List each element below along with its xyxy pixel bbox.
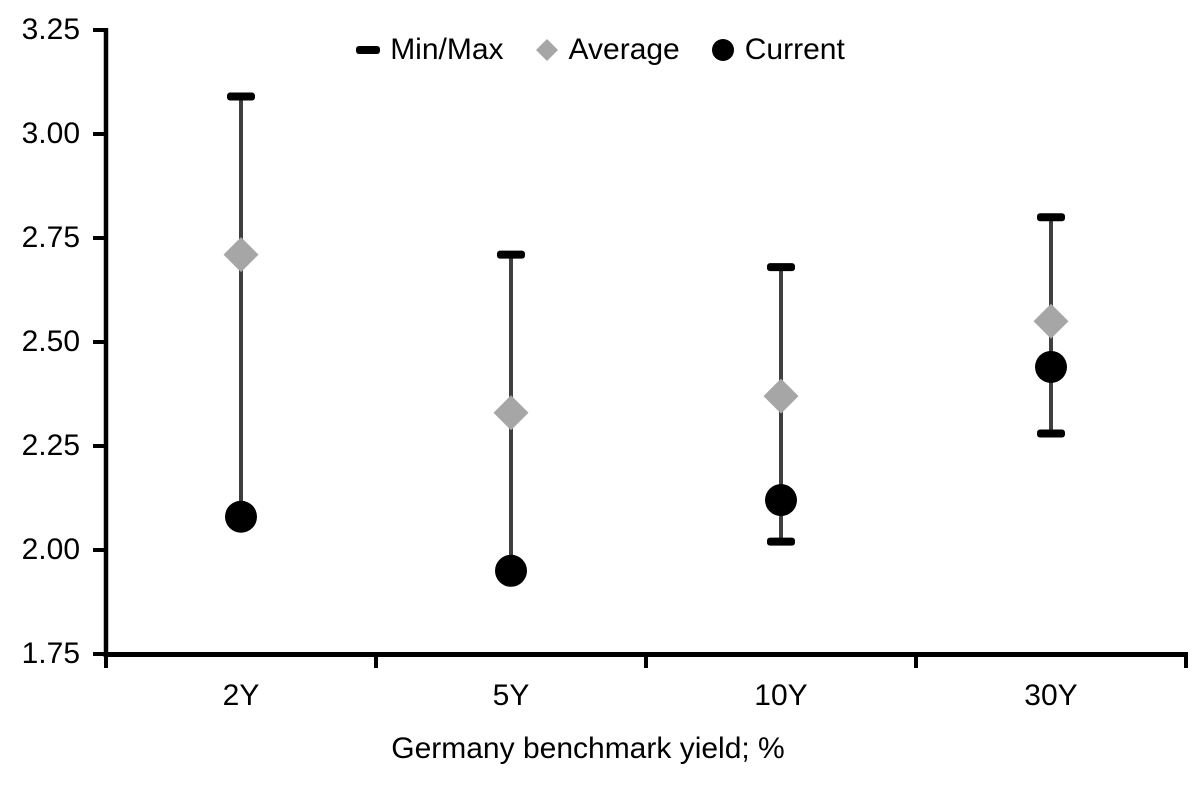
y-tick-label: 2.25 <box>21 429 80 462</box>
y-tick-label: 1.75 <box>21 637 80 670</box>
legend-item-average: Average <box>534 33 680 67</box>
y-tick-label: 2.75 <box>21 221 80 254</box>
x-tick-label-2y: 2Y <box>222 679 260 712</box>
legend-item-current: Current <box>710 33 845 67</box>
max-cap-2y <box>227 92 255 101</box>
max-cap-5y <box>497 250 525 259</box>
average-marker-30y <box>1033 303 1069 339</box>
average-marker-5y <box>493 395 529 431</box>
y-tick-label: 3.00 <box>21 117 80 150</box>
y-tick-label: 2.00 <box>21 533 80 566</box>
current-marker-30y <box>1035 350 1067 383</box>
average-diamond-icon <box>534 37 560 63</box>
legend-label-minmax: Min/Max <box>390 33 504 66</box>
x-tick-label-10y: 10Y <box>754 679 808 712</box>
current-marker-10y <box>765 484 797 517</box>
legend-item-minmax: Min/Max <box>355 33 504 67</box>
current-circle-icon <box>710 37 736 63</box>
y-tick-label: 3.25 <box>21 13 80 46</box>
x-axis-title: Germany benchmark yield; % <box>391 732 785 765</box>
min-cap-30y <box>1037 429 1065 438</box>
minmax-dash-icon <box>355 37 381 63</box>
legend-label-current: Current <box>744 33 845 66</box>
min-cap-10y <box>767 537 795 546</box>
current-marker-5y <box>495 554 527 587</box>
current-marker-2y <box>225 500 257 533</box>
max-cap-30y <box>1037 213 1065 222</box>
legend: Min/Max Average Current <box>0 33 1200 67</box>
average-marker-10y <box>763 378 799 414</box>
average-marker-2y <box>223 237 259 273</box>
x-tick-label-5y: 5Y <box>492 679 530 712</box>
x-tick-label-30y: 30Y <box>1024 679 1078 712</box>
legend-label-average: Average <box>568 33 680 66</box>
max-cap-10y <box>767 263 795 272</box>
y-tick-label: 2.50 <box>21 325 80 358</box>
